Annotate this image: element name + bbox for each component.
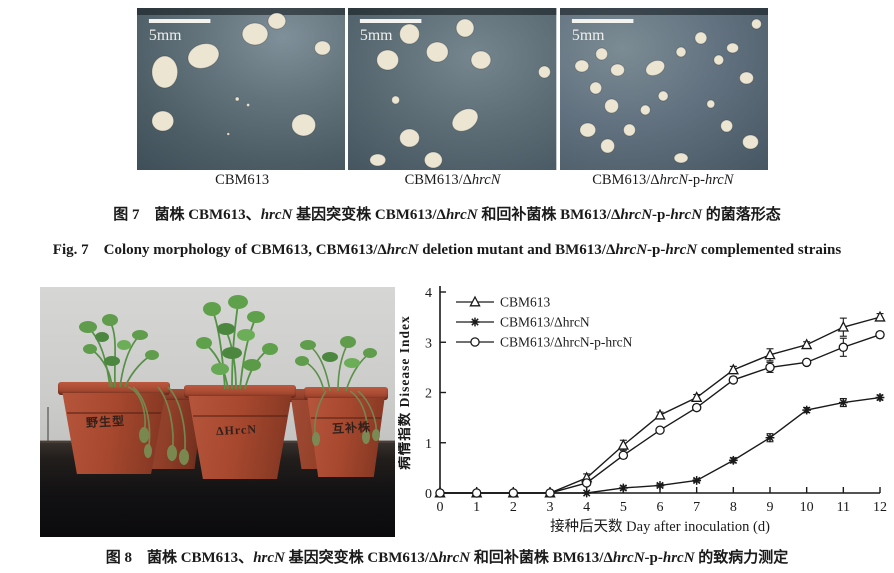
svg-text:CBM613: CBM613 [500,295,551,310]
scale-bar-label: 5mm [360,27,393,44]
petri-panel-complemented: 5mm [559,8,768,170]
petri-photo: 5mm [559,8,768,170]
figure7-caption-en: Fig. 7 Colony morphology of CBM613, CBM6… [52,242,842,258]
scale-bar-label: 5mm [572,27,605,44]
petri-photo: 5mm [348,8,557,170]
disease-index-chart: 0 1 2 3 4 0 1 2 3 4 5 6 7 8 9 10 11 12 接种后天数 Day after ino… [398,278,894,540]
figure7-caption-cn: 图 7 菌株 CBM613、hrcN 基因突变株 CBM613/ΔhrcN 和回… [113,207,781,223]
petri-photo: 5mm [137,8,346,170]
svg-text:2: 2 [510,500,517,515]
svg-text:CBM613/ΔhrcN-p-hrcN: CBM613/ΔhrcN-p-hrcN [500,335,633,350]
figure7-panel-labels: CBM613 CBM613/ΔhrcN CBM613/ΔhrcN-p-hrcN [137,172,768,189]
panel-label-complemented: CBM613/ΔhrcN-p-hrcN [592,172,734,188]
svg-text:0: 0 [437,500,444,515]
svg-text:4: 4 [425,286,432,301]
figure8-caption-cn: 图 8 菌株 CBM613、hrcN 基因突变株 CBM613/ΔhrcN 和回… [105,550,789,566]
pot-label-delta-hrcn: ΔHrcN [215,421,258,439]
svg-text:8: 8 [730,500,737,515]
svg-text:11: 11 [837,500,850,515]
scale-bar [148,19,211,23]
scale-bar-label: 5mm [149,27,182,44]
petri-panel-hrcn-mutant: 5mm [348,8,557,170]
svg-text:CBM613/ΔhrcN: CBM613/ΔhrcN [500,315,590,330]
plants-photo: 野生型 ΔHrcN 互补株 [40,287,395,537]
svg-text:3: 3 [425,336,432,351]
svg-text:5: 5 [620,500,627,515]
svg-text:病情指数 Disease Index: 病情指数 Disease Index [398,315,412,470]
svg-text:7: 7 [693,500,700,515]
svg-text:2: 2 [425,387,432,402]
colonies [151,12,331,137]
svg-text:3: 3 [547,500,554,515]
figure7-photo-strip: 5mm [137,8,768,170]
scale-bar [571,19,634,23]
cable [47,407,49,467]
svg-text:9: 9 [767,500,774,515]
svg-text:6: 6 [657,500,664,515]
plants-illustration [79,295,380,465]
svg-text:1: 1 [473,500,480,515]
svg-text:10: 10 [800,500,814,515]
svg-text:4: 4 [583,500,590,515]
svg-text:1: 1 [425,437,432,452]
pot-label-wild-type: 野生型 [85,413,126,431]
svg-text:接种后天数 Day after inoculation (d: 接种后天数 Day after inoculation (d) [550,518,770,535]
svg-text:0: 0 [425,487,432,502]
colonies [574,18,762,164]
panel-label-cbm613: CBM613 [215,172,270,188]
pot-delta-hrcn [184,385,296,479]
colonies [369,18,552,169]
panel-label-hrcn-mutant: CBM613/ΔhrcN [404,172,501,188]
pot-label-complemented: 互补株 [331,419,372,437]
petri-panel-cbm613: 5mm [137,8,346,170]
svg-text:12: 12 [873,500,887,515]
scale-bar [360,19,422,23]
